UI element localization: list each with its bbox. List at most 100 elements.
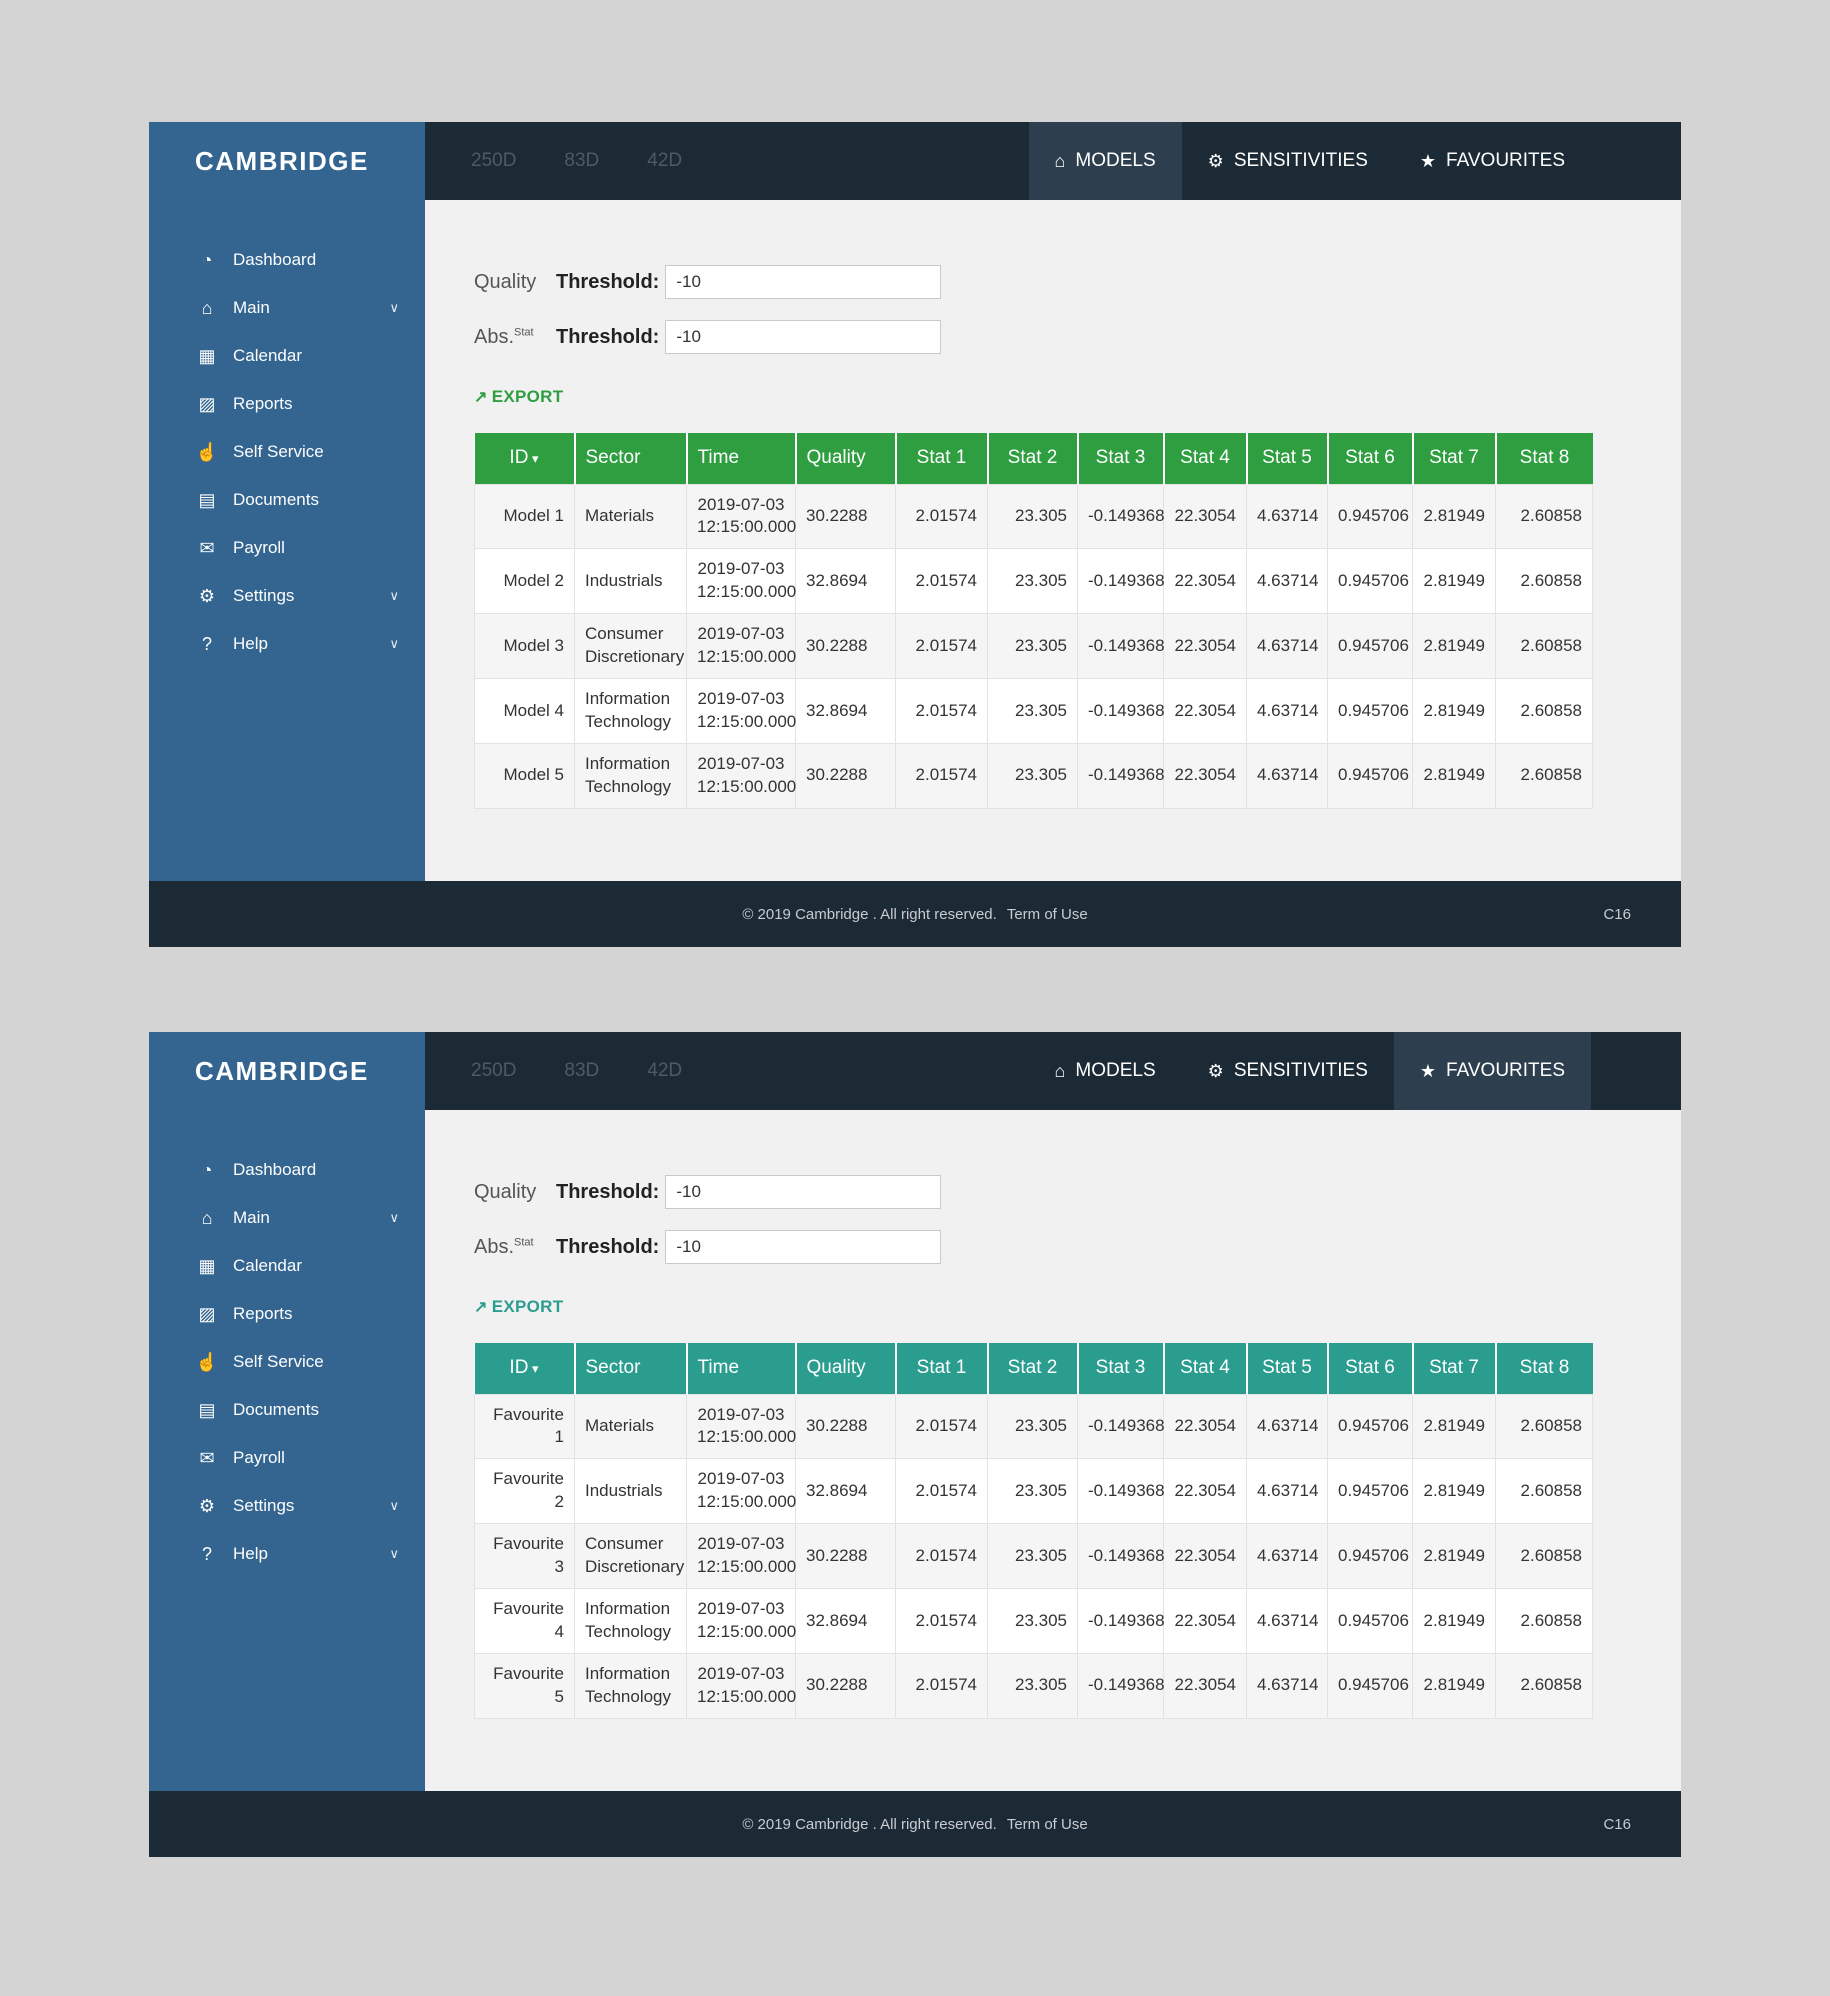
- threshold-row: Quality Threshold:: [474, 265, 1681, 299]
- gear-icon: ⚙: [1207, 150, 1224, 171]
- question-icon: ?: [201, 1543, 212, 1564]
- sidebar-item-label: Reports: [233, 394, 293, 413]
- threshold-row: Abs.Stat Threshold:: [474, 320, 1681, 354]
- sidebar-item-main[interactable]: ⌂ Main ∨: [149, 284, 425, 332]
- table-cell: 23.305: [987, 1393, 1078, 1460]
- table-cell: 2.81949: [1412, 483, 1496, 550]
- column-header-stat-2[interactable]: Stat 2: [987, 433, 1079, 484]
- column-header-id[interactable]: ID ▾: [474, 1343, 576, 1394]
- period-tab-250d[interactable]: 250D: [471, 150, 517, 171]
- bar-chart-icon: ▨: [198, 393, 216, 414]
- tab-sensitivities[interactable]: ⚙ SENSITIVITIES: [1182, 1032, 1394, 1110]
- table-cell: Information Technology: [574, 1653, 687, 1719]
- sidebar-item-reports[interactable]: ▨ Reports: [149, 1290, 425, 1338]
- column-header-stat-3[interactable]: Stat 3: [1077, 433, 1165, 484]
- chevron-down-icon: ∨: [389, 1210, 399, 1225]
- term-of-use-link[interactable]: Term of Use: [1006, 905, 1088, 923]
- threshold-input[interactable]: [665, 1230, 942, 1264]
- sidebar-item-dashboard[interactable]: ◔ Dashboard: [149, 1146, 425, 1194]
- table-cell: 30.2288: [795, 483, 896, 550]
- sidebar-item-payroll[interactable]: ✉ Payroll: [149, 524, 425, 572]
- table-cell: 4.63714: [1246, 1523, 1328, 1590]
- column-header-time[interactable]: Time: [686, 433, 797, 484]
- sidebar-item-reports[interactable]: ▨ Reports: [149, 380, 425, 428]
- column-header-sector[interactable]: Sector: [574, 1343, 688, 1394]
- sidebar-item-settings[interactable]: ⚙ Settings ∨: [149, 572, 425, 620]
- column-header-stat-6[interactable]: Stat 6: [1327, 433, 1414, 484]
- table-row: Favourite 2 Industrials 2019-07-03 12:15:0…: [474, 1458, 1593, 1525]
- table-cell: 22.3054: [1163, 1588, 1247, 1654]
- sidebar-item-main[interactable]: ⌂ Main ∨: [149, 1194, 425, 1242]
- sidebar-item-self-service[interactable]: ☝ Self Service: [149, 428, 425, 476]
- table-row: Favourite 4 Information Technology 2019-07…: [474, 1588, 1593, 1654]
- sidebar-item-help[interactable]: ? Help ∨: [149, 620, 425, 668]
- column-header-stat-6[interactable]: Stat 6: [1327, 1343, 1414, 1394]
- table-cell: 30.2288: [795, 1523, 896, 1590]
- term-of-use-link[interactable]: Term of Use: [1006, 1815, 1088, 1833]
- column-header-stat-8[interactable]: Stat 8: [1495, 1343, 1593, 1394]
- sidebar-item-self-service[interactable]: ☝ Self Service: [149, 1338, 425, 1386]
- column-header-stat-1[interactable]: Stat 1: [895, 433, 989, 484]
- tab-sensitivities[interactable]: ⚙ SENSITIVITIES: [1182, 122, 1394, 200]
- home-icon: ⌂: [1054, 1060, 1066, 1081]
- period-tab-83d[interactable]: 83D: [564, 1060, 600, 1081]
- sidebar-item-payroll[interactable]: ✉ Payroll: [149, 1434, 425, 1482]
- column-header-quality[interactable]: Quality: [795, 1343, 897, 1394]
- column-header-stat-7[interactable]: Stat 7: [1412, 1343, 1497, 1394]
- export-link[interactable]: ↗ EXPORT: [474, 1297, 563, 1317]
- table-cell: 2.60858: [1495, 678, 1593, 744]
- table-cell: Model 3: [474, 613, 575, 680]
- column-header-stat-8[interactable]: Stat 8: [1495, 433, 1593, 484]
- table-cell: Model 4: [474, 678, 575, 744]
- column-header-stat-5[interactable]: Stat 5: [1246, 433, 1329, 484]
- column-header-time[interactable]: Time: [686, 1343, 797, 1394]
- threshold-filters: Quality Threshold: Abs.Stat Threshold:: [474, 1175, 1681, 1264]
- table-cell: 2.81949: [1412, 743, 1496, 809]
- column-header-id[interactable]: ID ▾: [474, 433, 576, 484]
- tab-favourites[interactable]: ★ FAVOURITES: [1393, 1032, 1591, 1110]
- column-header-stat-3[interactable]: Stat 3: [1077, 1343, 1165, 1394]
- sidebar-item-calendar[interactable]: ▦ Calendar: [149, 332, 425, 380]
- column-header-stat-4[interactable]: Stat 4: [1163, 1343, 1248, 1394]
- sidebar-item-label: Reports: [233, 1304, 293, 1323]
- threshold-input[interactable]: [665, 320, 942, 354]
- column-header-sector[interactable]: Sector: [574, 433, 688, 484]
- table-cell: Materials: [574, 1393, 687, 1460]
- tab-models[interactable]: ⌂ MODELS: [1028, 122, 1182, 200]
- table-cell: 4.63714: [1246, 1393, 1328, 1460]
- home-icon: ⌂: [1054, 150, 1066, 171]
- table-cell: -0.149368: [1077, 1653, 1165, 1719]
- table-cell: Favourite 5: [474, 1653, 575, 1719]
- table-cell: 4.63714: [1246, 678, 1328, 744]
- sidebar-item-help[interactable]: ? Help ∨: [149, 1530, 425, 1578]
- table-cell: 0.945706: [1327, 1653, 1413, 1719]
- period-tab-250d[interactable]: 250D: [471, 1060, 517, 1081]
- tab-favourites[interactable]: ★ FAVOURITES: [1394, 122, 1591, 200]
- table-cell: 22.3054: [1163, 1653, 1247, 1719]
- sidebar-item-documents[interactable]: ▤ Documents: [149, 476, 425, 524]
- column-header-quality[interactable]: Quality: [795, 433, 897, 484]
- sidebar-item-calendar[interactable]: ▦ Calendar: [149, 1242, 425, 1290]
- column-header-stat-4[interactable]: Stat 4: [1163, 433, 1248, 484]
- threshold-input[interactable]: [665, 265, 942, 299]
- sidebar-item-dashboard[interactable]: ◔ Dashboard: [149, 236, 425, 284]
- column-header-stat-1[interactable]: Stat 1: [895, 1343, 989, 1394]
- period-tab-83d[interactable]: 83D: [564, 150, 600, 171]
- column-header-stat-5[interactable]: Stat 5: [1246, 1343, 1329, 1394]
- sidebar-item-documents[interactable]: ▤ Documents: [149, 1386, 425, 1434]
- period-tab-42d[interactable]: 42D: [647, 150, 683, 171]
- table-cell: Model 2: [474, 548, 575, 615]
- table-cell: 22.3054: [1163, 1393, 1247, 1460]
- dashboard-icon: ◔: [201, 249, 213, 270]
- threshold-input[interactable]: [665, 1175, 942, 1209]
- period-tab-42d[interactable]: 42D: [647, 1060, 683, 1081]
- column-header-stat-2[interactable]: Stat 2: [987, 1343, 1079, 1394]
- sidebar-item-settings[interactable]: ⚙ Settings ∨: [149, 1482, 425, 1530]
- dashboard-card-models: CAMBRIDGE ◔ Dashboard ⌂ Main ∨ ▦ Calendar ▨ Repo…: [149, 122, 1681, 947]
- column-header-stat-7[interactable]: Stat 7: [1412, 433, 1497, 484]
- tab-models[interactable]: ⌂ MODELS: [1029, 1032, 1182, 1110]
- export-link[interactable]: ↗ EXPORT: [474, 387, 563, 407]
- table-cell: -0.149368: [1077, 1588, 1165, 1654]
- table-row: Model 1 Materials 2019-07-03 12:15:00.000 3…: [474, 483, 1593, 550]
